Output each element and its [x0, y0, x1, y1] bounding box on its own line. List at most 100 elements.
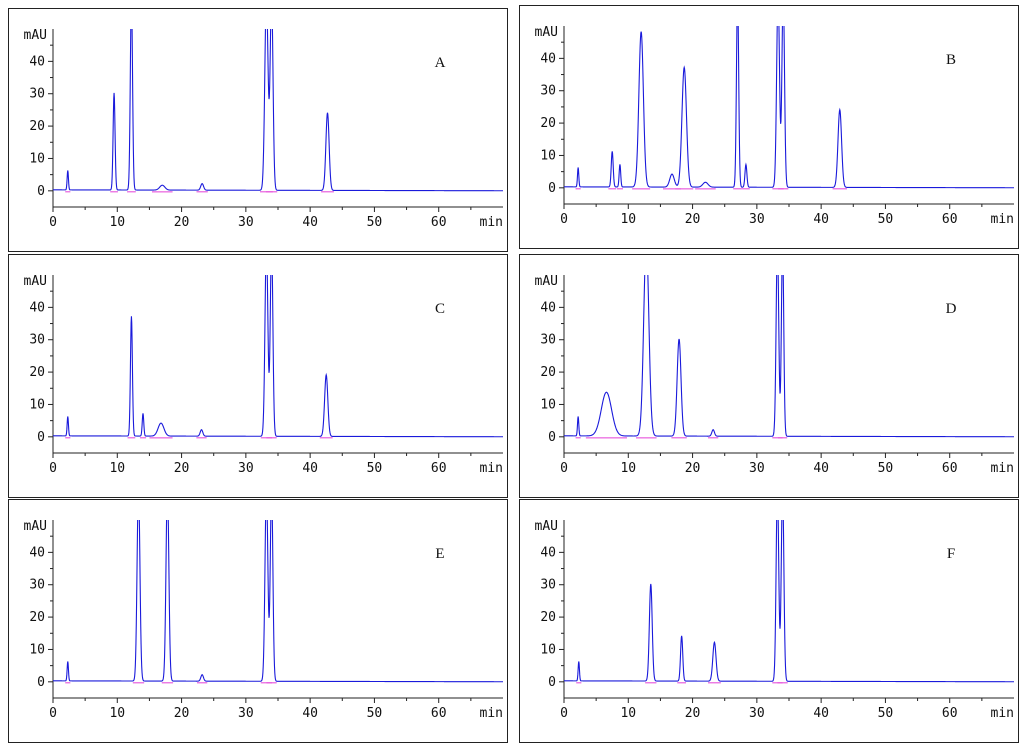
y-unit-label: mAU — [535, 274, 558, 289]
y-tick-label: 10 — [540, 397, 556, 412]
y-tick-label: 30 — [540, 578, 556, 593]
x-tick-label: 0 — [560, 706, 568, 721]
x-tick-label: 50 — [367, 215, 383, 230]
x-tick-label: 30 — [749, 212, 765, 227]
x-tick-label: 0 — [560, 212, 568, 227]
chromatogram-a: 0 10 20 30 40 mAU 0 10 20 30 40 50 60 min A — [24, 28, 503, 230]
x-tick-label: 40 — [302, 461, 318, 476]
chromatogram-c: 0 10 20 30 40 mAU 0 10 20 30 40 50 60 min C — [24, 274, 503, 476]
signal-trace — [53, 520, 503, 683]
x-unit-label: min — [480, 706, 503, 721]
y-tick-label: 20 — [540, 365, 556, 380]
x-unit-label: min — [991, 461, 1014, 476]
x-tick-label: 50 — [878, 212, 894, 227]
y-tick-label: 20 — [29, 610, 45, 625]
x-tick-label: 50 — [367, 706, 383, 721]
x-tick-label: 50 — [367, 461, 383, 476]
x-tick-label: 20 — [174, 706, 190, 721]
y-tick-label: 0 — [37, 184, 45, 199]
x-tick-label: 50 — [878, 461, 894, 476]
y-tick-label: 40 — [540, 300, 556, 315]
x-tick-label: 60 — [942, 706, 958, 721]
panel-label: A — [435, 55, 446, 71]
x-tick-label: 60 — [431, 461, 447, 476]
y-tick-label: 10 — [540, 642, 556, 657]
chromatogram-f: 0 10 20 30 40 mAU 0 10 20 30 40 50 60 min F — [535, 519, 1014, 721]
x-tick-label: 10 — [620, 212, 636, 227]
x-tick-label: 0 — [49, 215, 57, 230]
y-tick-label: 20 — [540, 116, 556, 131]
signal-trace — [53, 29, 503, 192]
y-tick-label: 30 — [29, 578, 45, 593]
y-tick-label: 20 — [29, 365, 45, 380]
y-tick-label: 10 — [540, 148, 556, 163]
y-tick-label: 40 — [29, 54, 45, 69]
peak-point — [266, 29, 267, 30]
panel-label: E — [435, 546, 444, 562]
x-tick-label: 40 — [302, 215, 318, 230]
x-tick-label: 20 — [685, 461, 701, 476]
x-tick-label: 30 — [238, 461, 254, 476]
x-tick-label: 20 — [174, 461, 190, 476]
x-tick-label: 40 — [813, 706, 829, 721]
chromatogram-panel-d: 0 10 20 30 40 mAU 0 10 20 30 40 50 60 min D — [519, 254, 1019, 498]
x-tick-label: 30 — [749, 461, 765, 476]
x-tick-label: 10 — [109, 461, 125, 476]
x-tick-label: 30 — [238, 215, 254, 230]
y-tick-label: 30 — [29, 87, 45, 102]
chromatogram-b: 0 10 20 30 40 mAU 0 10 20 30 40 50 60 min B — [535, 25, 1014, 227]
x-tick-label: 10 — [620, 706, 636, 721]
y-tick-label: 0 — [37, 675, 45, 690]
y-tick-label: 0 — [548, 181, 556, 196]
y-tick-label: 40 — [29, 545, 45, 560]
y-tick-label: 30 — [29, 333, 45, 348]
x-tick-label: 20 — [685, 706, 701, 721]
y-tick-label: 40 — [29, 300, 45, 315]
x-tick-label: 40 — [813, 212, 829, 227]
y-tick-label: 20 — [540, 610, 556, 625]
x-tick-label: 20 — [685, 212, 701, 227]
y-tick-label: 10 — [29, 642, 45, 657]
y-tick-label: 30 — [540, 333, 556, 348]
y-unit-label: mAU — [535, 519, 558, 534]
panel-label: B — [946, 52, 956, 68]
signal-trace — [564, 26, 1014, 189]
panel-label: C — [435, 301, 445, 317]
y-tick-label: 0 — [37, 430, 45, 445]
y-unit-label: mAU — [535, 25, 558, 40]
chromatogram-panel-f: 0 10 20 30 40 mAU 0 10 20 30 40 50 60 min F — [519, 499, 1019, 743]
y-unit-label: mAU — [24, 274, 47, 289]
x-tick-label: 60 — [942, 212, 958, 227]
y-tick-label: 0 — [548, 675, 556, 690]
x-tick-label: 30 — [749, 706, 765, 721]
x-unit-label: min — [991, 706, 1014, 721]
x-unit-label: min — [480, 461, 503, 476]
y-tick-label: 30 — [540, 84, 556, 99]
x-tick-label: 30 — [238, 706, 254, 721]
chromatogram-panel-a: 0 10 20 30 40 mAU 0 10 20 30 40 50 60 min A — [8, 8, 508, 252]
x-tick-label: 10 — [620, 461, 636, 476]
signal-trace — [564, 275, 1014, 438]
y-tick-label: 10 — [29, 397, 45, 412]
x-tick-label: 60 — [942, 461, 958, 476]
x-tick-label: 60 — [431, 706, 447, 721]
y-tick-label: 40 — [540, 545, 556, 560]
signal-trace — [53, 275, 503, 438]
signal-trace — [564, 520, 1014, 683]
x-tick-label: 40 — [302, 706, 318, 721]
x-tick-label: 40 — [813, 461, 829, 476]
chromatogram-panel-b: 0 10 20 30 40 mAU 0 10 20 30 40 50 60 min B — [519, 5, 1019, 249]
y-tick-label: 10 — [29, 151, 45, 166]
x-tick-label: 10 — [109, 706, 125, 721]
panel-label: D — [946, 301, 957, 317]
x-tick-label: 50 — [878, 706, 894, 721]
panel-label: F — [947, 546, 955, 562]
x-tick-label: 0 — [49, 706, 57, 721]
y-tick-label: 40 — [540, 51, 556, 66]
y-unit-label: mAU — [24, 28, 47, 43]
y-tick-label: 0 — [548, 430, 556, 445]
x-tick-label: 0 — [49, 461, 57, 476]
y-unit-label: mAU — [24, 519, 47, 534]
x-unit-label: min — [480, 215, 503, 230]
y-tick-label: 20 — [29, 119, 45, 134]
